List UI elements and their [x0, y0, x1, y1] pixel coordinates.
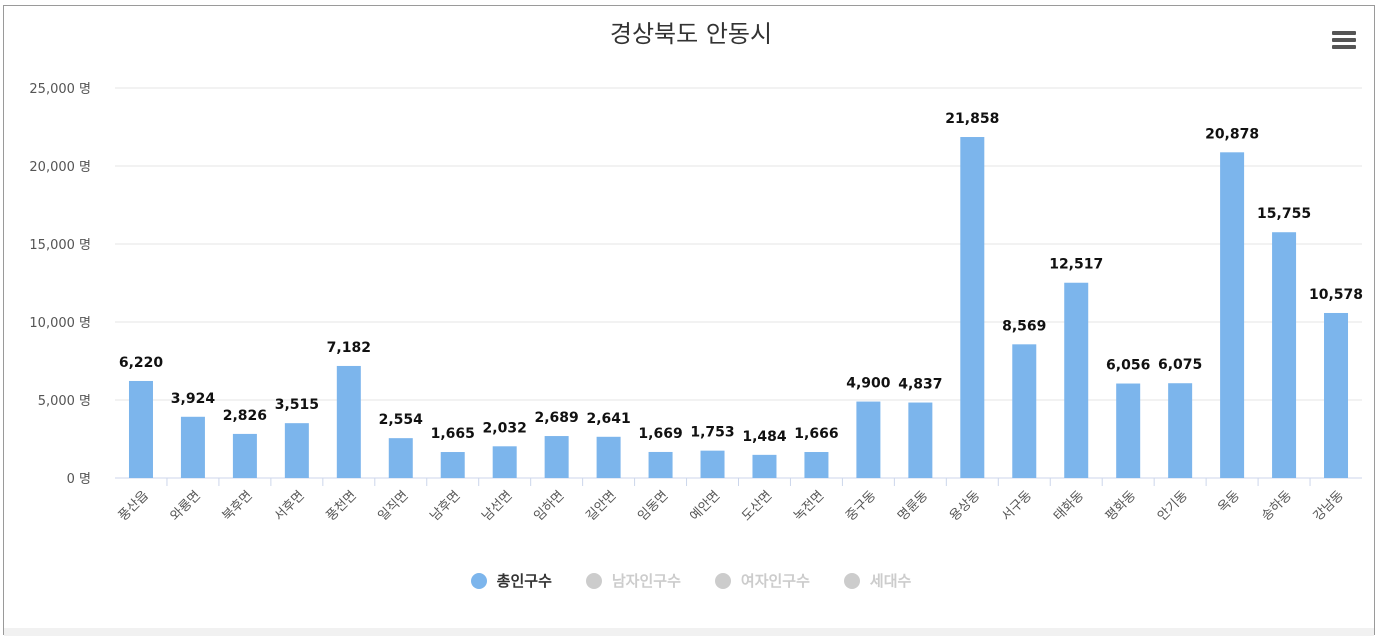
data-label: 12,517 — [1049, 257, 1103, 273]
bar-남후면[interactable] — [440, 452, 465, 478]
bar-임동면[interactable] — [648, 451, 673, 478]
legend-label: 남자인구수 — [611, 572, 681, 590]
bar-서구동[interactable] — [1012, 344, 1037, 478]
x-tick-label: 임동면 — [635, 488, 671, 524]
data-label: 6,075 — [1158, 357, 1202, 373]
data-label: 1,665 — [431, 426, 475, 442]
x-tick-label: 강남동 — [1311, 488, 1347, 524]
legend-item[interactable]: 총인구수 — [470, 570, 552, 591]
bar-중구동[interactable] — [856, 401, 881, 478]
x-tick-label: 북후면 — [220, 488, 256, 524]
chart-menu-button[interactable] — [1330, 29, 1358, 51]
legend-marker-icon — [585, 572, 602, 589]
x-tick-label: 도산면 — [739, 488, 775, 524]
y-tick-label: 5,000 명 — [38, 394, 91, 409]
bar-태화동[interactable] — [1064, 282, 1089, 478]
x-tick-label: 녹전면 — [791, 488, 827, 524]
y-tick-label: 20,000 명 — [29, 160, 91, 175]
legend: 총인구수 남자인구수 여자인구수 세대수 — [0, 570, 1382, 591]
bar-북후면[interactable] — [232, 433, 257, 478]
legend-item[interactable]: 남자인구수 — [585, 570, 681, 591]
data-label: 4,837 — [898, 377, 942, 393]
data-label: 2,641 — [586, 411, 630, 427]
bar-와룡면[interactable] — [180, 416, 205, 478]
x-tick-label: 길안면 — [583, 488, 619, 524]
bar-풍천면[interactable] — [336, 365, 361, 478]
y-tick-label: 25,000 명 — [29, 82, 91, 97]
x-tick-label: 송하동 — [1259, 488, 1295, 524]
hamburger-menu-icon-bar — [1332, 38, 1356, 42]
data-label: 2,032 — [483, 420, 527, 436]
bar-도산면[interactable] — [752, 454, 777, 478]
x-tick-label: 태화동 — [1051, 488, 1087, 524]
data-label: 7,182 — [327, 340, 371, 356]
x-tick-label: 풍산읍 — [116, 488, 152, 524]
legend-label: 세대수 — [869, 572, 912, 590]
hamburger-menu-icon-bar — [1332, 45, 1356, 49]
bar-임하면[interactable] — [544, 436, 569, 478]
data-label: 20,878 — [1205, 126, 1259, 142]
legend-item[interactable]: 여자인구수 — [714, 570, 810, 591]
legend-marker-icon — [843, 572, 860, 589]
bar-녹전면[interactable] — [804, 452, 829, 478]
x-tick-label: 일직면 — [376, 488, 412, 524]
data-label: 2,826 — [223, 408, 267, 424]
bar-평화동[interactable] — [1116, 383, 1141, 478]
data-label: 6,056 — [1106, 358, 1150, 374]
x-tick-label: 안기동 — [1155, 488, 1191, 524]
data-label: 3,515 — [275, 397, 319, 413]
x-tick-label: 옥동 — [1215, 488, 1243, 516]
x-tick-label: 남선면 — [480, 488, 516, 524]
bar-안기동[interactable] — [1168, 383, 1193, 478]
bar-강남동[interactable] — [1324, 312, 1349, 478]
data-label: 1,669 — [638, 426, 682, 442]
data-label: 21,858 — [945, 111, 999, 127]
bar-풍산읍[interactable] — [128, 380, 153, 478]
bar-명륜동[interactable] — [908, 402, 933, 478]
bar-용상동[interactable] — [960, 137, 985, 478]
bar-일직면[interactable] — [388, 438, 413, 478]
bar-송하동[interactable] — [1272, 232, 1297, 478]
footer-strip — [4, 628, 1374, 636]
bar-서후면[interactable] — [284, 423, 309, 478]
data-label: 15,755 — [1257, 206, 1311, 222]
x-tick-label: 용상동 — [947, 488, 983, 524]
data-label: 8,569 — [1002, 318, 1046, 334]
data-label: 2,554 — [379, 412, 424, 428]
data-label: 3,924 — [171, 391, 216, 407]
legend-label: 총인구수 — [496, 572, 552, 590]
bar-남선면[interactable] — [492, 446, 517, 478]
legend-label: 여자인구수 — [740, 572, 810, 590]
data-label: 4,900 — [846, 376, 891, 392]
hamburger-menu-icon — [1332, 31, 1356, 35]
legend-marker-icon — [470, 572, 487, 589]
x-tick-label: 와룡면 — [168, 488, 204, 524]
bar-옥동[interactable] — [1220, 152, 1245, 478]
x-tick-label: 중구동 — [843, 488, 879, 524]
legend-marker-icon — [714, 572, 731, 589]
bar-예안면[interactable] — [700, 450, 725, 478]
x-tick-label: 명륜동 — [895, 488, 931, 524]
data-label: 2,689 — [534, 410, 578, 426]
data-label: 10,578 — [1309, 287, 1363, 303]
data-label: 1,484 — [742, 429, 787, 445]
x-tick-label: 남후면 — [428, 488, 464, 524]
chart-title: 경상북도 안동시 — [609, 20, 773, 48]
x-tick-label: 평화동 — [1103, 488, 1139, 524]
legend-item[interactable]: 세대수 — [843, 570, 912, 591]
data-label: 1,753 — [690, 425, 734, 441]
chart-container — [3, 5, 1375, 635]
x-tick-label: 풍천면 — [324, 488, 360, 524]
y-tick-label: 10,000 명 — [29, 316, 91, 331]
x-tick-label: 임하면 — [531, 488, 567, 524]
x-tick-label: 서후면 — [272, 488, 308, 524]
x-tick-label: 서구동 — [999, 488, 1035, 524]
data-label: 1,666 — [794, 426, 838, 442]
y-tick-label: 0 명 — [67, 472, 91, 487]
bar-길안면[interactable] — [596, 436, 621, 478]
data-label: 6,220 — [119, 355, 164, 371]
y-tick-label: 15,000 명 — [29, 238, 91, 253]
x-tick-label: 예안면 — [687, 488, 723, 524]
